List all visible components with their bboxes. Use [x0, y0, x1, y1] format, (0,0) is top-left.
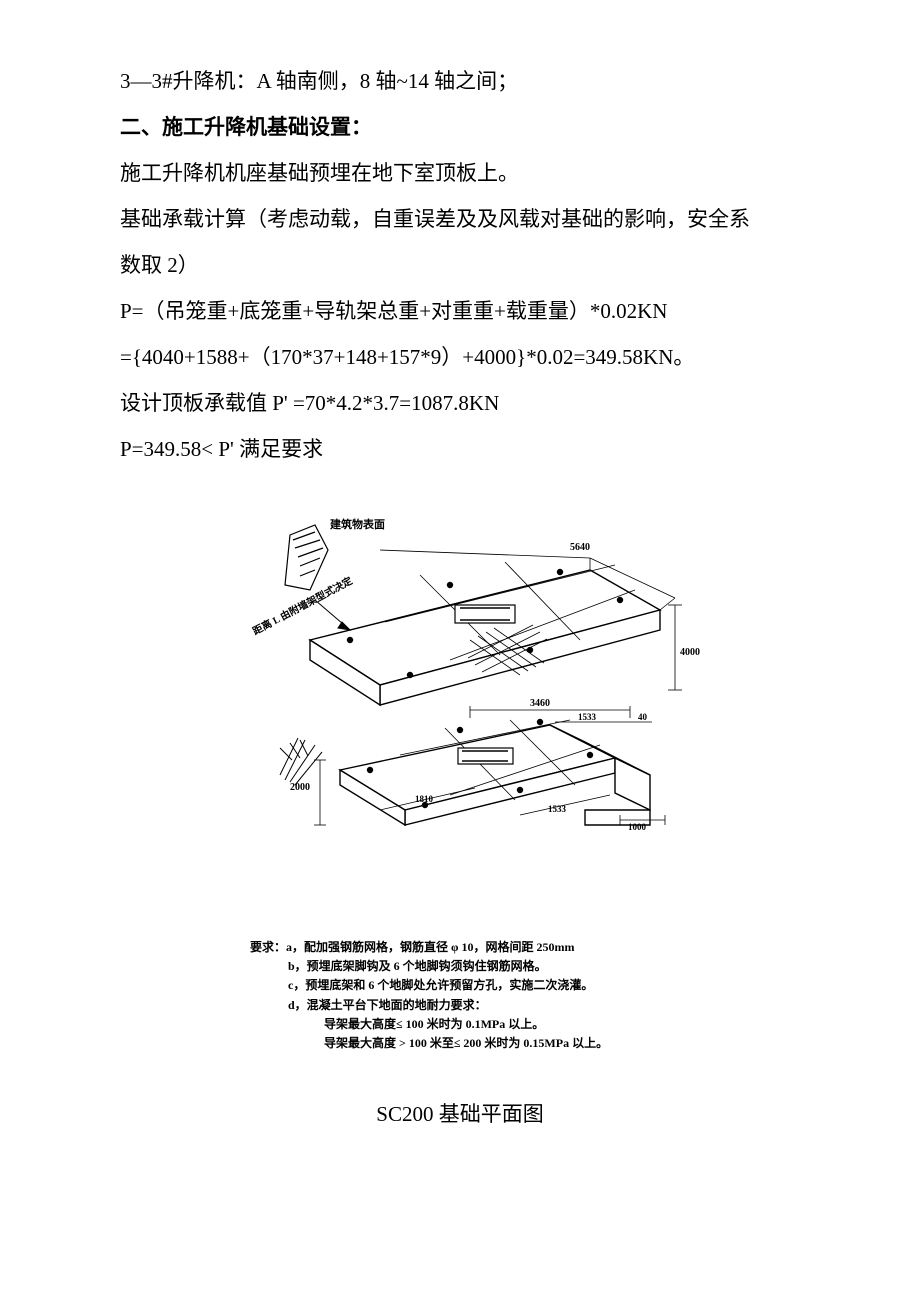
foundation-diagram-svg: 建筑物表面 距离 L 由附墙架型式决定 5640 4000 3460 1533 …	[220, 490, 700, 930]
heading-2: 二、施工升降机基础设置：	[120, 106, 800, 148]
line-8: 设计顶板承载值 P' =70*4.2*3.7=1087.8KN	[120, 382, 800, 424]
dim-1000: 1000	[628, 822, 647, 832]
req-a: a，配加强钢筋网格，钢筋直径 φ 10，网格间距 250mm	[286, 940, 574, 954]
line-3: 施工升降机机座基础预埋在地下室顶板上。	[120, 152, 800, 194]
dim-4000: 4000	[680, 647, 700, 658]
dim-3460: 3460	[530, 698, 550, 709]
req-d1: 导架最大高度≤ 100 米时为 0.1MPa 以上。	[250, 1015, 700, 1034]
figure-caption: SC200 基础平面图	[120, 1093, 800, 1135]
dim-1533a: 1533	[578, 712, 597, 722]
req-title: 要求：	[250, 940, 286, 954]
requirements-list: 要求：a，配加强钢筋网格，钢筋直径 φ 10，网格间距 250mm b，预埋底架…	[220, 938, 700, 1053]
dim-1533b: 1533	[548, 804, 567, 814]
req-d: d，混凝土平台下地面的地耐力要求：	[250, 996, 700, 1015]
line-1: 3—3#升降机：A 轴南侧，8 轴~14 轴之间；	[120, 60, 800, 102]
line-4: 基础承载计算（考虑动载，自重误差及及风载对基础的影响，安全系	[120, 198, 800, 240]
line-7: ={4040+1588+（170*37+148+157*9）+4000}*0.0…	[120, 336, 800, 378]
line-9: P=349.58< P' 满足要求	[120, 428, 800, 470]
line-6: P=（吊笼重+底笼重+导轨架总重+对重重+载重量）*0.02KN	[120, 290, 800, 332]
foundation-figure: 建筑物表面 距离 L 由附墙架型式决定 5640 4000 3460 1533 …	[220, 490, 700, 1053]
req-b: b，预埋底架脚钩及 6 个地脚钩须钩住钢筋网格。	[250, 957, 700, 976]
line-5: 数取 2）	[120, 244, 800, 286]
dim-5640: 5640	[570, 542, 590, 553]
dim-1810: 1810	[415, 794, 434, 804]
dim-2000: 2000	[290, 782, 310, 793]
label-building-surface: 建筑物表面	[330, 517, 385, 531]
dim-40: 40	[638, 712, 648, 722]
req-d2: 导架最大高度 > 100 米至≤ 200 米时为 0.15MPa 以上。	[250, 1034, 700, 1053]
req-c: c，预埋底架和 6 个地脚处允许预留方孔，实施二次浇灌。	[250, 976, 700, 995]
